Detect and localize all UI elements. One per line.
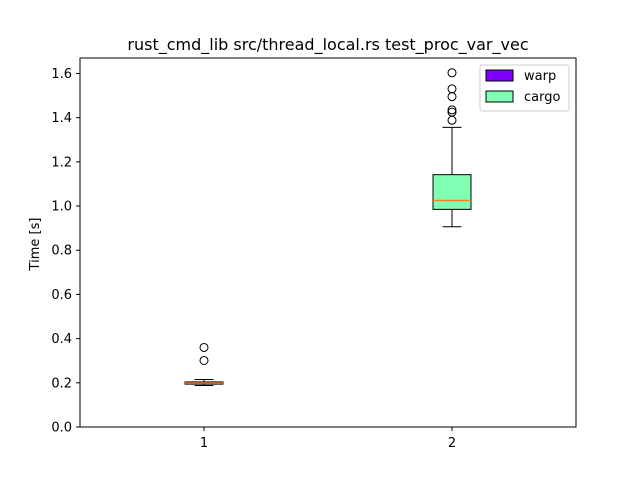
y-tick-label: 0.4 [51,332,72,347]
outlier-point [199,342,209,352]
legend-label-warp: warp [524,69,556,84]
box-cargo [432,68,472,228]
y-tick-label: 1.6 [51,67,72,82]
plot-area-frame [79,57,577,428]
x-tick-label: 2 [448,436,456,451]
outlier-point [447,105,457,115]
outlier-point [447,68,457,78]
legend-label-cargo: cargo [524,90,560,105]
y-axis-ticks: 0.0 0.2 0.4 0.6 0.8 1.0 1.2 1.4 1.6 [51,67,80,436]
box-series-group [184,68,472,386]
y-tick-label: 0.2 [51,376,72,391]
chart-title: rust_cmd_lib src/thread_local.rs test_pr… [127,35,528,55]
outlier-point [447,115,457,125]
y-tick-label: 1.0 [51,200,72,215]
y-tick-label: 1.4 [51,111,72,126]
y-axis-label: Time [s] [28,218,43,272]
legend: warp cargo [479,64,570,112]
y-tick-label: 0.6 [51,288,72,303]
y-tick-label: 1.2 [51,155,72,170]
y-tick-label: 0.8 [51,244,72,259]
y-tick-label: 0.0 [51,421,72,436]
outlier-point [447,84,457,94]
legend-swatch-cargo [485,90,514,103]
box-warp [184,342,224,386]
outlier-point [447,92,457,102]
box-iqr [432,174,472,210]
outlier-point [199,355,209,365]
legend-swatch-warp [485,69,514,82]
outlier-point [447,107,457,117]
x-tick-label: 1 [200,436,208,451]
